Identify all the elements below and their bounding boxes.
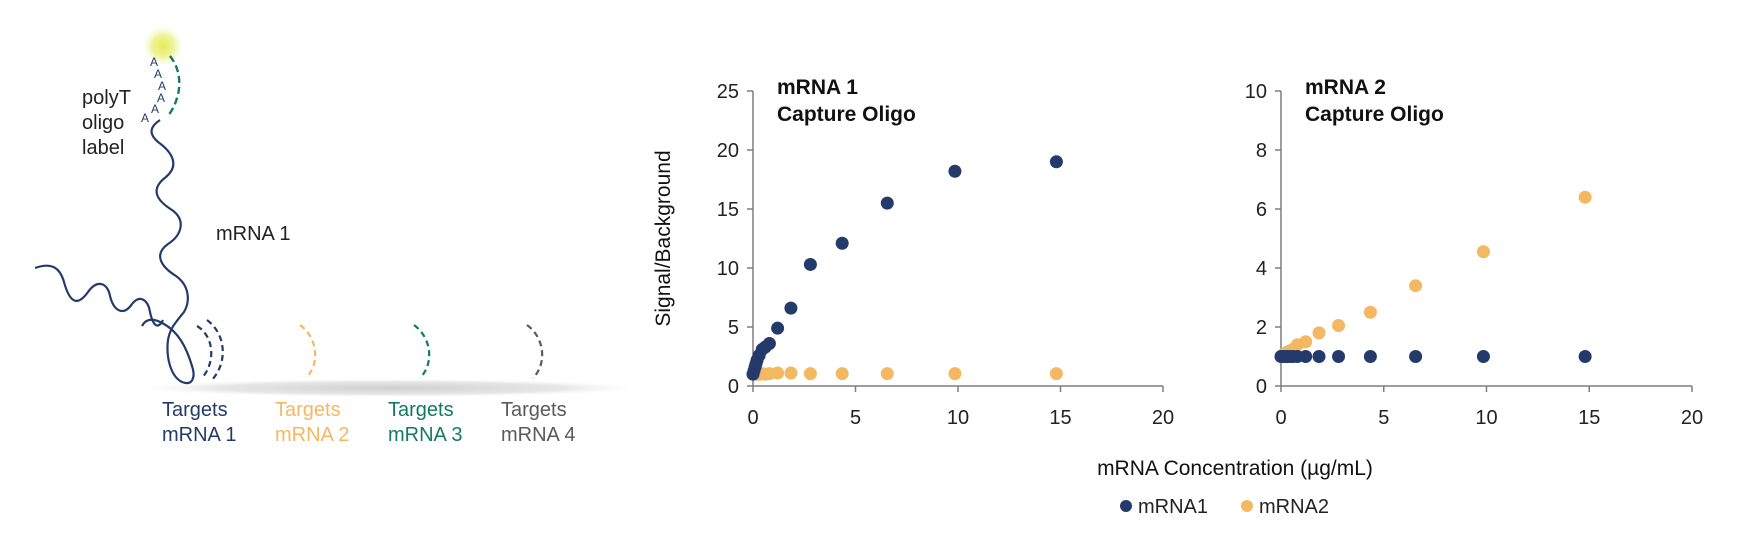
data-point-mrna1	[1299, 350, 1313, 363]
data-point-mrna1	[771, 321, 785, 335]
data-point-mrna2	[1299, 335, 1313, 349]
x-tick-label: 0	[747, 407, 758, 429]
y-tick-label: 15	[717, 199, 739, 221]
x-tick-label: 10	[1475, 407, 1497, 429]
y-tick-label: 5	[728, 317, 739, 339]
data-point-mrna2	[1476, 245, 1490, 259]
data-point-mrna1	[1049, 155, 1063, 169]
legend-label-mrna1: mRNA1	[1138, 496, 1208, 518]
polya-letter: A	[157, 91, 165, 105]
chart-title-line: Capture Oligo	[1305, 103, 1444, 126]
target-mrna2-line2: mRNA 2	[275, 424, 349, 446]
target-mrna3-line2: mRNA 3	[388, 424, 462, 446]
data-point-mrna1	[835, 236, 849, 250]
chart-title-line: Capture Oligo	[777, 103, 916, 126]
chart-mrna2-capture: 0 2 4 6 8 10 0 5 10 15 20 mRNA 2 Capture Oligo	[1245, 76, 1703, 429]
surface-shadow	[140, 379, 640, 397]
data-point-mrna1	[880, 196, 894, 210]
mrna-label: mRNA 1	[216, 223, 290, 245]
legend-label-mrna2: mRNA2	[1259, 496, 1329, 518]
data-point-mrna1	[1578, 350, 1592, 363]
x-tick-label: 15	[1049, 407, 1071, 429]
data-point-mrna1	[762, 337, 776, 351]
capture-oligo-mrna1-b	[206, 319, 224, 381]
data-point-mrna2	[803, 367, 817, 381]
mrna-unbound-strand	[34, 264, 164, 327]
chart-title-line: mRNA 2	[1305, 76, 1386, 99]
polya-letter: A	[141, 111, 149, 125]
data-point-mrna2	[880, 367, 894, 381]
target-mrna1-line1: Targets	[162, 399, 228, 421]
data-point-mrna1	[1363, 350, 1377, 363]
data-point-mrna2	[1312, 326, 1326, 340]
capture-oligo-mrna2	[299, 324, 317, 379]
capture-oligo-mrna1	[196, 325, 213, 379]
polya-letter: A	[150, 55, 158, 69]
data-point-mrna1	[1476, 350, 1490, 363]
capture-oligo-mrna4	[526, 324, 544, 379]
data-point-mrna1	[1332, 350, 1346, 363]
polyt-label-line3: label	[82, 137, 124, 159]
data-point-mrna2	[771, 366, 785, 380]
data-point-mrna1	[948, 164, 962, 178]
polyt-label-line2: oligo	[82, 112, 124, 134]
data-point-mrna1	[1409, 350, 1423, 363]
y-tick-label: 8	[1256, 140, 1267, 162]
x-tick-label: 20	[1152, 407, 1174, 429]
polya-letter: A	[151, 102, 159, 116]
y-tick-label: 25	[717, 81, 739, 103]
data-point-mrna2	[1409, 279, 1423, 293]
polyt-oligo-strand	[167, 55, 181, 117]
data-point-mrna2	[835, 367, 849, 381]
polya-letter: A	[158, 79, 166, 93]
y-axis-title: Signal/Background	[652, 150, 675, 326]
data-point-mrna2	[1332, 319, 1346, 333]
legend-marker-mrna2	[1241, 500, 1253, 512]
polyt-label-line1: polyT	[82, 87, 131, 109]
x-tick-label: 5	[1378, 407, 1389, 429]
legend: mRNA1 mRNA2	[1120, 496, 1329, 518]
capture-oligo-mrna3	[413, 324, 431, 379]
x-tick-label: 0	[1275, 407, 1286, 429]
x-tick-label: 15	[1578, 407, 1600, 429]
data-point-mrna1	[784, 301, 798, 315]
target-mrna1-line2: mRNA 1	[162, 424, 236, 446]
x-tick-label: 20	[1681, 407, 1703, 429]
target-mrna4-line2: mRNA 4	[501, 424, 575, 446]
data-point-mrna2	[1578, 190, 1592, 204]
y-tick-label: 4	[1256, 258, 1267, 280]
target-mrna3-line1: Targets	[388, 399, 454, 421]
shared-x-axis-title: mRNA Concentration (µg/mL)	[1097, 457, 1373, 480]
y-tick-label: 20	[717, 140, 739, 162]
y-tick-label: 10	[717, 258, 739, 280]
legend-marker-mrna1	[1120, 500, 1132, 512]
data-point-mrna2	[948, 367, 962, 381]
target-mrna2-line1: Targets	[275, 399, 341, 421]
data-point-mrna1	[1312, 350, 1326, 363]
y-tick-label: 0	[1256, 376, 1267, 398]
x-tick-label: 10	[947, 407, 969, 429]
chart-mrna1-capture: 0 5 10 15 20 25 0 5 10 15 20 mRNA 1 Capture Oligo Sig…	[652, 76, 1174, 429]
data-point-mrna2	[1049, 367, 1063, 381]
target-mrna4-line1: Targets	[501, 399, 567, 421]
chart-title-line: mRNA 1	[777, 76, 858, 99]
y-tick-label: 6	[1256, 199, 1267, 221]
data-point-mrna2	[1363, 305, 1377, 319]
data-point-mrna1	[803, 257, 817, 271]
data-point-mrna2	[784, 366, 798, 380]
y-tick-label: 2	[1256, 317, 1267, 339]
mrna1-strand	[141, 119, 195, 385]
y-tick-label: 10	[1245, 81, 1267, 103]
y-tick-label: 0	[728, 376, 739, 398]
polya-letter: A	[154, 67, 162, 81]
fluorescent-label-glow	[143, 26, 183, 66]
x-tick-label: 5	[850, 407, 861, 429]
